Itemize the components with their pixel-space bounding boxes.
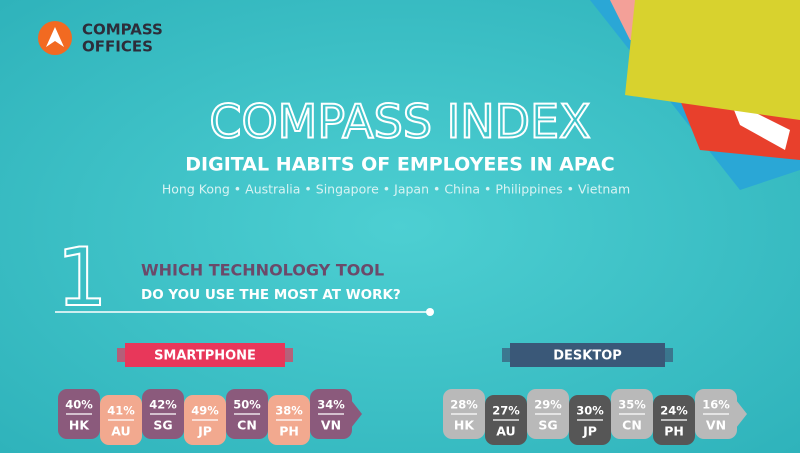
badge-label: PH bbox=[279, 424, 299, 439]
logo-line: COMPASS bbox=[82, 21, 163, 39]
question-number: 1 bbox=[57, 231, 108, 324]
logo: COMPASS OFFICES bbox=[38, 21, 163, 56]
badge-value: 41% bbox=[107, 404, 135, 418]
countries: Hong Kong • Australia • Singapore • Japa… bbox=[162, 182, 630, 197]
question-line: DO YOU USE THE MOST AT WORK? bbox=[141, 287, 401, 303]
badge-arrow bbox=[736, 400, 747, 428]
divider-dot bbox=[426, 308, 434, 316]
badge-value: 29% bbox=[534, 398, 562, 412]
badge-arrow bbox=[351, 400, 362, 428]
badge-label: HK bbox=[454, 418, 475, 433]
subtitle: DIGITAL HABITS OF EMPLOYEES IN APAC bbox=[185, 154, 614, 176]
badge-label: CN bbox=[622, 418, 642, 433]
badge-value: 16% bbox=[702, 398, 730, 412]
badge-label: CN bbox=[237, 418, 257, 433]
logo-line: OFFICES bbox=[82, 38, 153, 56]
badge-label: AU bbox=[496, 424, 515, 439]
badge-label: SG bbox=[538, 418, 557, 433]
badge-label: VN bbox=[321, 418, 341, 433]
badge-value: 24% bbox=[660, 404, 688, 418]
banner-label: SMARTPHONE bbox=[154, 349, 256, 364]
question-line: WHICH TECHNOLOGY TOOL bbox=[141, 261, 384, 280]
badge-label: SG bbox=[153, 418, 172, 433]
badge-value: 49% bbox=[191, 404, 219, 418]
banner bbox=[125, 343, 285, 367]
badge-label: JP bbox=[582, 424, 597, 439]
badge-value: 35% bbox=[618, 398, 646, 412]
badge-label: PH bbox=[664, 424, 684, 439]
badge-value: 40% bbox=[65, 398, 93, 412]
badge-value: 28% bbox=[450, 398, 478, 412]
badge-value: 38% bbox=[275, 404, 303, 418]
badge-value: 27% bbox=[492, 404, 520, 418]
banner-label: DESKTOP bbox=[553, 349, 622, 364]
banner bbox=[510, 343, 665, 367]
badge-value: 42% bbox=[149, 398, 177, 412]
badge-label: VN bbox=[706, 418, 726, 433]
decoration bbox=[590, 0, 800, 190]
title: COMPASS INDEX bbox=[209, 95, 590, 149]
badge-value: 50% bbox=[233, 398, 261, 412]
badge-label: JP bbox=[197, 424, 212, 439]
badge-label: AU bbox=[111, 424, 130, 439]
badge-value: 30% bbox=[576, 404, 604, 418]
badge-value: 34% bbox=[317, 398, 345, 412]
badge-label: HK bbox=[69, 418, 90, 433]
